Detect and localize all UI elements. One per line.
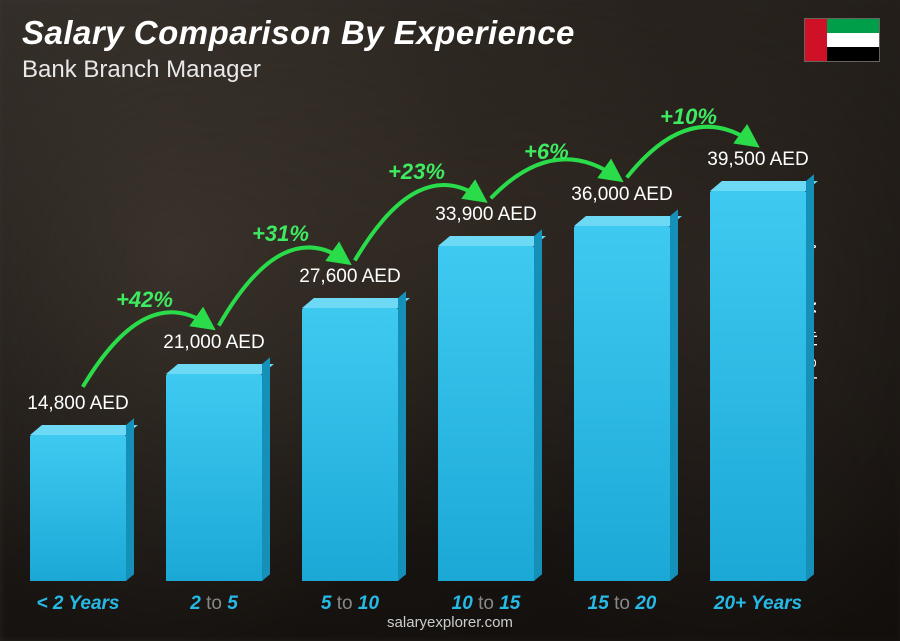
footer-credit: salaryexplorer.com xyxy=(0,614,900,631)
growth-label: +42% xyxy=(116,287,173,313)
growth-label: +6% xyxy=(524,139,569,165)
bar-x-label: 5 to 10 xyxy=(273,593,427,615)
page-subtitle: Bank Branch Manager xyxy=(22,56,261,84)
bar xyxy=(574,226,670,581)
bar-group: 36,000 AED15 to 20 xyxy=(574,226,670,581)
bar-value-label: 14,800 AED xyxy=(1,393,155,415)
bar-group: 27,600 AED5 to 10 xyxy=(302,308,398,581)
bar-value-label: 39,500 AED xyxy=(681,149,835,171)
bar xyxy=(438,246,534,581)
bar-x-label: < 2 Years xyxy=(1,593,155,615)
bar-value-label: 36,000 AED xyxy=(545,184,699,206)
bar xyxy=(710,191,806,581)
growth-label: +23% xyxy=(388,159,445,185)
bar-x-label: 10 to 15 xyxy=(409,593,563,615)
page-title: Salary Comparison By Experience xyxy=(22,14,575,52)
bar xyxy=(30,435,126,581)
bar-value-label: 33,900 AED xyxy=(409,204,563,226)
bar-group: 39,500 AED20+ Years xyxy=(710,191,806,581)
bar-x-label: 2 to 5 xyxy=(137,593,291,615)
bar-group: 14,800 AED< 2 Years xyxy=(30,435,126,581)
bar-group: 33,900 AED10 to 15 xyxy=(438,246,534,581)
chart-container: Salary Comparison By Experience Bank Bra… xyxy=(0,0,900,641)
chart-area: 14,800 AED< 2 Years 21,000 AED2 to 5 27,60… xyxy=(30,100,850,581)
bar-value-label: 21,000 AED xyxy=(137,332,291,354)
bar-x-label: 15 to 20 xyxy=(545,593,699,615)
growth-label: +10% xyxy=(660,104,717,130)
bar xyxy=(166,374,262,581)
bar-value-label: 27,600 AED xyxy=(273,266,427,288)
uae-flag-icon xyxy=(804,18,880,62)
bar xyxy=(302,308,398,581)
growth-label: +31% xyxy=(252,221,309,247)
bar-x-label: 20+ Years xyxy=(681,593,835,615)
bar-group: 21,000 AED2 to 5 xyxy=(166,374,262,581)
